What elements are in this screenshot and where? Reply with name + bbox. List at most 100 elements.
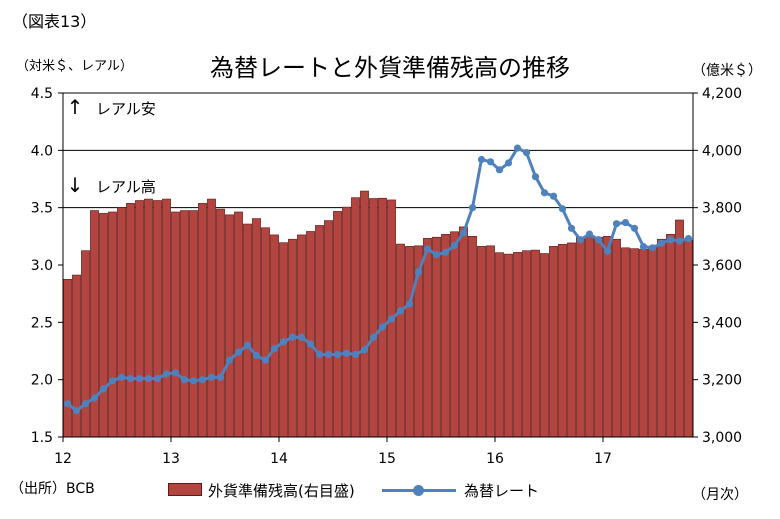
x-tick-label: 13 xyxy=(162,451,180,467)
figure-label: （図表13） xyxy=(12,12,97,31)
right-tick-label: 3,400 xyxy=(702,315,742,331)
exchange-rate-point xyxy=(333,350,342,359)
reserves-bar xyxy=(378,197,387,438)
reserves-bar xyxy=(450,231,459,438)
exchange-rate-point xyxy=(666,236,675,244)
exchange-rate-point xyxy=(315,350,324,359)
exchange-rate-point xyxy=(567,224,576,232)
reserves-bar xyxy=(234,211,243,438)
exchange-rate-point xyxy=(198,376,207,384)
exchange-rate-point xyxy=(153,374,162,383)
exchange-rate-point xyxy=(207,373,216,381)
exchange-rate-point xyxy=(504,159,513,167)
right-tick-label: 3,200 xyxy=(702,373,742,389)
reserves-bar xyxy=(135,200,144,438)
exchange-rate-polyline xyxy=(66,146,689,413)
exchange-rate-point xyxy=(549,192,558,200)
reserves-bar xyxy=(270,234,279,438)
annotations: ↑ レアル安 ↓ レアル高 xyxy=(67,95,156,197)
axes: 1.5 2.0 2.5 3.0 3.5 4.0 4.5 3,000 3,200 3,400 3,60… xyxy=(31,86,742,467)
reserves-bar xyxy=(477,246,486,438)
reserves-bar xyxy=(648,246,657,438)
exchange-rate-point xyxy=(81,400,90,408)
right-tick-label: 3,000 xyxy=(702,430,742,446)
left-tick-label: 3.0 xyxy=(31,258,53,274)
legend-line-marker xyxy=(413,485,424,496)
legend-exchange-rate-label: 為替レート xyxy=(464,482,540,500)
exchange-rate-point xyxy=(630,224,639,232)
exchange-rate-point xyxy=(450,241,459,250)
reserves-bar xyxy=(180,210,189,438)
exchange-rate-point xyxy=(144,374,153,383)
x-axis-unit: （月次） xyxy=(692,487,748,503)
exchange-rate-point xyxy=(243,341,252,349)
reserves-bar xyxy=(495,252,504,438)
annotation-label: レアル高 xyxy=(96,178,156,196)
exchange-rate-point xyxy=(522,149,531,157)
annotation-label: レアル安 xyxy=(96,100,156,118)
exchange-rate-point xyxy=(261,356,270,364)
exchange-rate-point xyxy=(117,373,126,381)
exchange-rate-point xyxy=(126,374,135,383)
right-tick-label: 3,800 xyxy=(702,201,742,217)
reserves-bar xyxy=(441,234,450,438)
exchange-rate-point xyxy=(486,158,495,166)
reserves-bar xyxy=(333,211,342,438)
left-axis-unit: （対米＄、レアル） xyxy=(16,59,133,74)
exchange-rate-point xyxy=(558,205,567,213)
exchange-rate-point xyxy=(675,237,684,245)
exchange-rate-point xyxy=(288,333,297,341)
reserves-bar xyxy=(603,236,612,438)
exchange-rate-point xyxy=(621,218,630,227)
annotation-arrow: ↓ xyxy=(67,173,84,197)
reserves-bar xyxy=(99,213,108,438)
exchange-rate-point xyxy=(342,349,351,357)
exchange-rate-point xyxy=(648,244,657,252)
exchange-rate-point xyxy=(531,173,540,181)
reserves-bar xyxy=(369,198,378,438)
left-tick-label: 3.5 xyxy=(31,201,53,217)
reserves-bar xyxy=(432,236,441,438)
exchange-rate-point xyxy=(585,230,594,238)
reserves-bar xyxy=(189,210,198,438)
left-tick-label: 2.5 xyxy=(31,315,53,331)
reserves-bar xyxy=(207,198,216,438)
reserves-bar xyxy=(513,252,522,438)
source-note: （出所）BCB xyxy=(10,481,95,497)
reserves-bar xyxy=(81,250,90,438)
reserves-bar xyxy=(198,203,207,438)
reserves-bar xyxy=(90,210,99,438)
legend-reserves-label: 外貨準備残高(右目盛) xyxy=(208,482,355,500)
reserves-bar xyxy=(324,220,333,438)
exchange-rate-point xyxy=(351,350,360,359)
reserves-bar xyxy=(108,211,117,438)
reserves-bar xyxy=(639,248,648,438)
left-tick-label: 4.0 xyxy=(31,143,53,159)
x-tick-label: 12 xyxy=(54,451,72,467)
left-tick-label: 1.5 xyxy=(31,430,53,446)
reserves-bar xyxy=(549,246,558,438)
exchange-rate-point xyxy=(180,376,189,384)
reserves-bar xyxy=(666,234,675,438)
reserves-bar xyxy=(459,226,468,438)
exchange-rate-point xyxy=(225,356,234,364)
exchange-rate-point xyxy=(423,245,432,253)
x-tick-label: 15 xyxy=(378,451,396,467)
reserves-bar xyxy=(162,198,171,438)
exchange-rate-point xyxy=(252,351,261,360)
x-tick-label: 14 xyxy=(270,451,288,467)
reserves-bar xyxy=(675,219,684,438)
exchange-rate-point xyxy=(324,350,333,359)
reserves-bar xyxy=(558,244,567,438)
exchange-rate-point xyxy=(495,166,504,174)
reserves-bar xyxy=(216,208,225,438)
exchange-rate-point xyxy=(135,374,144,383)
exchange-rate-point xyxy=(441,248,450,256)
exchange-rate-point xyxy=(360,346,369,354)
exchange-rate-point xyxy=(639,243,648,251)
exchange-rate-point xyxy=(99,385,108,393)
right-tick-label: 4,000 xyxy=(702,143,742,159)
reserves-bar xyxy=(252,218,261,438)
exchange-rate-point xyxy=(405,300,414,308)
